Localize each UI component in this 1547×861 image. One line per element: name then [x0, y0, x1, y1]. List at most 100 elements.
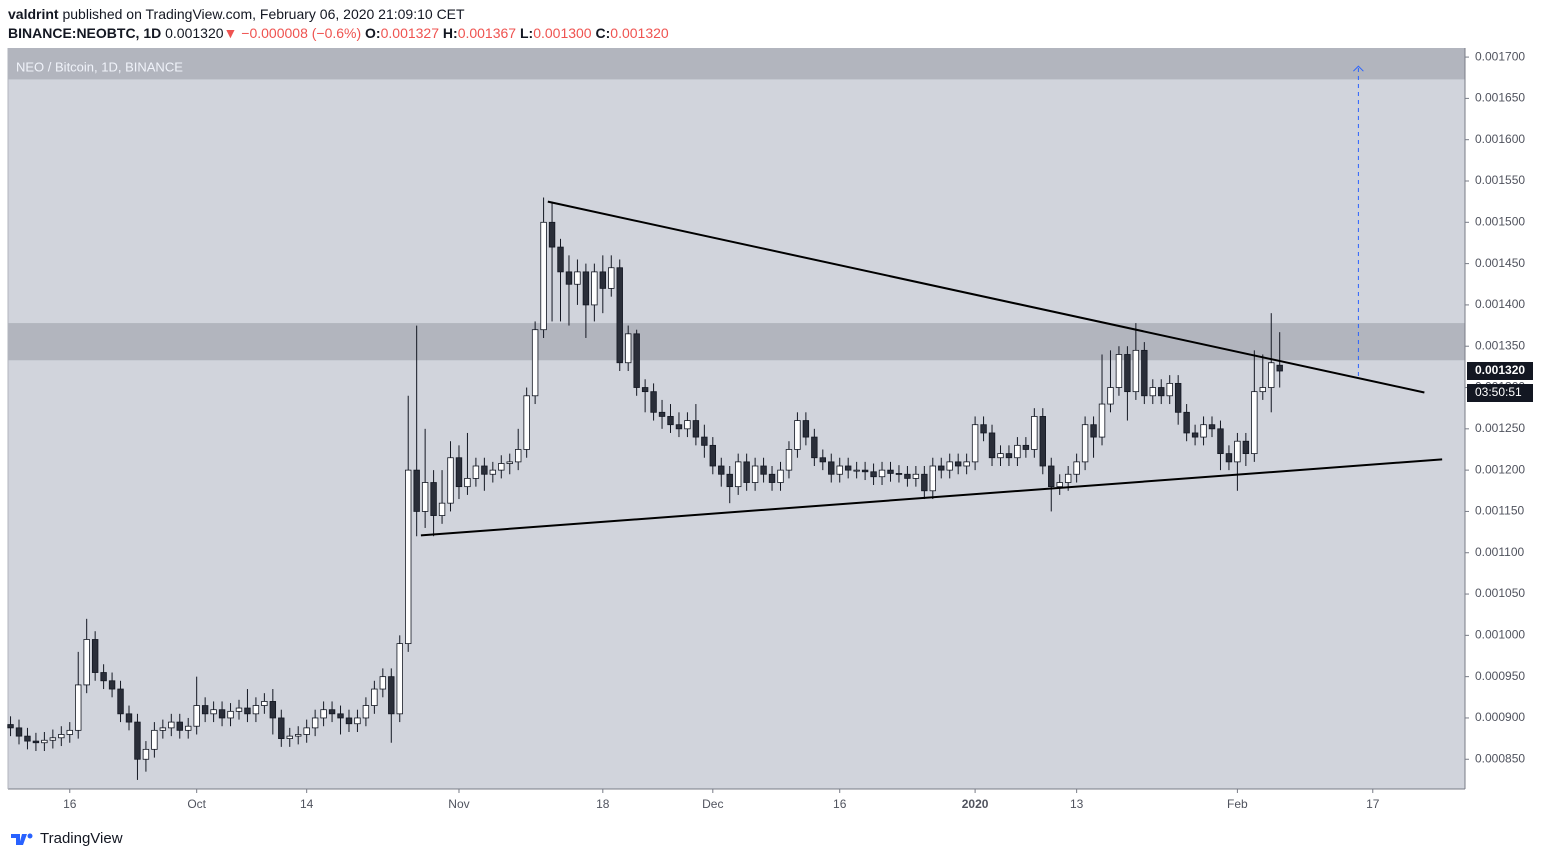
candle-body	[515, 449, 522, 463]
candle-body	[582, 271, 590, 306]
zone	[8, 323, 1465, 361]
y-tick-label: 0.000950	[1475, 669, 1525, 683]
candle-body	[548, 221, 556, 248]
x-tick-label: Nov	[448, 797, 469, 811]
y-tick-label: 0.001700	[1475, 49, 1525, 63]
arrow: ▼	[223, 25, 238, 41]
y-tick-label: 0.000900	[1475, 710, 1525, 724]
candle-body	[1039, 416, 1046, 467]
candle-body	[447, 457, 454, 504]
candle-body	[1259, 387, 1266, 393]
l: 0.001300	[533, 25, 592, 41]
x-tick-label: 13	[1070, 797, 1084, 811]
candle-body	[523, 395, 530, 450]
candle-body	[921, 473, 928, 492]
candle-body	[345, 717, 353, 725]
candle-body	[7, 724, 14, 729]
chart-title: NEO / Bitcoin, 1D, BINANCE	[16, 59, 183, 74]
candle-body	[811, 436, 818, 459]
candle-body	[278, 717, 285, 740]
candle-body	[616, 267, 623, 364]
candle-body	[938, 465, 945, 471]
candle-body	[726, 473, 733, 488]
change: −0.000008 (−0.6%)	[241, 25, 362, 41]
candle-body	[1022, 444, 1030, 450]
candle-body	[24, 735, 31, 742]
header-line: BINANCE:NEOBTC, 1D 0.001320▼ −0.000008 (…	[8, 24, 669, 43]
author: valdrint	[8, 6, 59, 22]
candle-body	[1005, 453, 1013, 459]
candle-body	[472, 465, 480, 479]
candle-body	[201, 705, 209, 715]
l-label: L:	[519, 25, 534, 41]
candle-body	[895, 473, 903, 475]
h-label: H:	[442, 25, 458, 41]
candle-body	[1098, 403, 1106, 438]
candle-body	[743, 461, 750, 483]
price: 0.001320	[165, 25, 224, 41]
candle-body	[531, 329, 539, 397]
candle-body	[557, 246, 564, 273]
candle-body	[185, 725, 192, 731]
y-tick-label: 0.001000	[1475, 628, 1525, 642]
published: published on TradingView.com, February 0…	[62, 6, 465, 22]
x-tick-label: Dec	[702, 797, 723, 811]
candle-body	[591, 271, 598, 306]
candle-body	[819, 457, 827, 463]
candle-body	[1242, 440, 1250, 455]
candle-body	[641, 387, 649, 393]
candle-body	[430, 482, 437, 516]
candle-body	[244, 707, 251, 715]
candle-body	[1208, 424, 1216, 430]
c-label: C:	[595, 25, 611, 41]
candle-body	[785, 449, 793, 471]
candle-body	[100, 672, 107, 682]
candle-body	[861, 469, 869, 473]
candle-body	[1014, 444, 1021, 459]
c: 0.001320	[610, 25, 669, 41]
candle-body	[15, 727, 23, 737]
candle-body	[193, 705, 200, 727]
candle-body	[870, 471, 877, 478]
candle-body	[498, 463, 505, 471]
o: 0.001327	[380, 25, 440, 41]
y-tick-label: 0.001450	[1475, 256, 1525, 270]
candle-body	[971, 424, 979, 463]
y-tick-label: 0.001650	[1475, 91, 1525, 105]
x-tick-label: Oct	[187, 797, 206, 811]
candle-body	[777, 469, 784, 483]
candle-body	[117, 688, 124, 715]
candle-body	[91, 639, 99, 673]
candle-body	[83, 639, 90, 686]
candle-body	[421, 482, 429, 512]
candle-body	[210, 709, 217, 715]
candle-body	[32, 740, 40, 744]
candle-body	[946, 461, 953, 471]
y-tick-label: 0.001500	[1475, 214, 1525, 228]
candle-body	[1234, 440, 1241, 463]
header-line: valdrint published on TradingView.com, F…	[8, 5, 669, 24]
candle-body	[1276, 364, 1283, 372]
candle-body	[506, 461, 513, 464]
candle-body	[227, 710, 234, 719]
candle-body	[828, 461, 835, 475]
candle-body	[1115, 354, 1123, 388]
candle-body	[980, 424, 987, 434]
x-tick-label: 14	[300, 797, 314, 811]
candle-body	[768, 473, 776, 483]
candle-body	[295, 734, 302, 737]
candle-body	[371, 688, 378, 706]
candle-body	[997, 453, 1004, 459]
y-tick-label: 0.001350	[1475, 338, 1525, 352]
candle-body	[49, 737, 57, 741]
brand: TradingView	[40, 830, 123, 847]
candle-body	[844, 465, 852, 471]
candle-body	[261, 701, 268, 706]
candle-body	[1031, 416, 1038, 450]
x-tick-label: 18	[596, 797, 610, 811]
trendline	[547, 200, 1425, 394]
candle-body	[574, 271, 581, 285]
candle-body	[464, 477, 471, 488]
candle-body	[1200, 424, 1207, 438]
